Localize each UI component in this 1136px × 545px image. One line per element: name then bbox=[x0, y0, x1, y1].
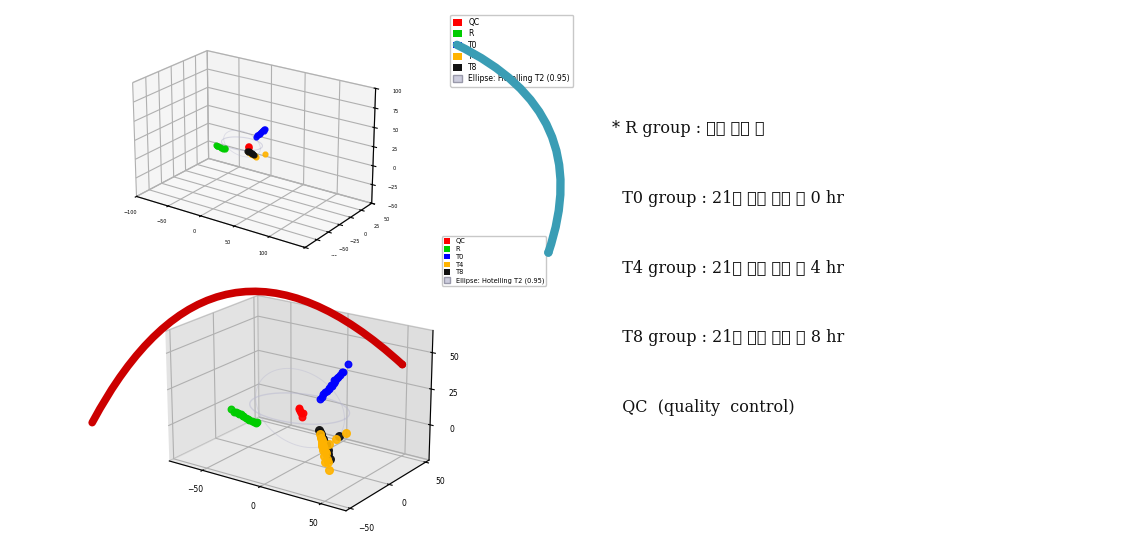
Text: T0 group : 21일 약물 투여 후 0 hr: T0 group : 21일 약물 투여 후 0 hr bbox=[612, 190, 844, 207]
Text: QC  (quality  control): QC (quality control) bbox=[612, 399, 795, 416]
Legend: QC, R, T0, T4, T8, Ellipse: Hotelling T2 (0.95): QC, R, T0, T4, T8, Ellipse: Hotelling T2… bbox=[442, 237, 546, 286]
Text: * R group : 약물 투여 전: * R group : 약물 투여 전 bbox=[612, 120, 765, 137]
Text: T4 group : 21일 약물 투여 후 4 hr: T4 group : 21일 약물 투여 후 4 hr bbox=[612, 259, 844, 277]
Text: T8 group : 21일 약물 투여 후 8 hr: T8 group : 21일 약물 투여 후 8 hr bbox=[612, 329, 844, 347]
FancyArrowPatch shape bbox=[457, 45, 560, 252]
FancyArrowPatch shape bbox=[92, 292, 402, 422]
Legend: QC, R, T0, T4, T8, Ellipse: Hotelling T2 (0.95): QC, R, T0, T4, T8, Ellipse: Hotelling T2… bbox=[450, 15, 573, 87]
